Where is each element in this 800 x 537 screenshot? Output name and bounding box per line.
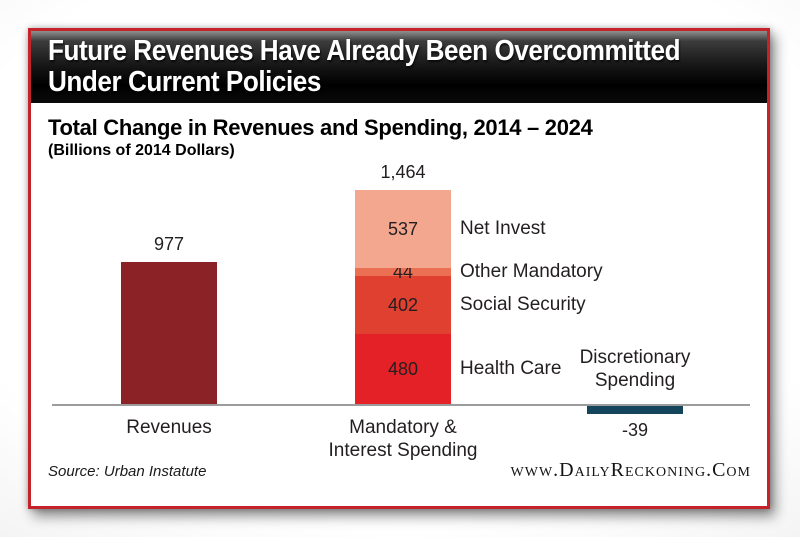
segment-label-other-mandatory: Other Mandatory	[460, 261, 603, 282]
category-label-discretionary-spending: Discretionary Spending	[579, 347, 691, 391]
website-watermark: www.DailyReckoning.Com	[510, 459, 751, 481]
bar-total-label-revenues: 977	[153, 234, 185, 254]
category-label-revenues: Revenues	[126, 417, 212, 438]
bar-segment-health-care	[355, 334, 451, 404]
header-bar: Future Revenues Have Already Been Overco…	[31, 31, 767, 103]
source-note: Source: Urban Instatute	[48, 463, 207, 480]
bar-segment-net-invest	[355, 190, 451, 268]
bar-segment-social-security	[355, 276, 451, 334]
segment-value-net-invest: 537	[387, 219, 419, 239]
bar-total-label-discretionary-spending: -39	[621, 420, 648, 440]
bar-discretionary-spending	[587, 406, 683, 414]
segment-value-social-security: 402	[387, 295, 419, 315]
header-title-line-2: Under Current Policies	[48, 66, 321, 98]
chart-card: Future Revenues Have Already Been Overco…	[28, 28, 770, 509]
category-label-mandatory-interest-spending: Mandatory & Interest Spending	[328, 417, 478, 461]
bar-revenues	[121, 262, 217, 404]
chart-title: Total Change in Revenues and Spending, 2…	[48, 115, 593, 140]
plot-area: 977 Revenues 480 Health Care 402 Social Secur…	[31, 31, 767, 506]
segment-label-health-care: Health Care	[460, 358, 562, 379]
header-title: Future Revenues Have Already Been Overco…	[48, 35, 681, 98]
chart-subtitle: (Billions of 2014 Dollars)	[48, 142, 235, 159]
bar-segment-other-mandatory	[355, 268, 451, 276]
bar-total-label-mandatory-interest-spending: 1,464	[380, 162, 426, 182]
x-axis-line	[52, 404, 750, 406]
segment-value-health-care: 480	[387, 359, 419, 379]
segment-label-net-invest: Net Invest	[460, 218, 546, 239]
header-title-line-1: Future Revenues Have Already Been Overco…	[48, 35, 681, 67]
segment-label-social-security: Social Security	[460, 294, 586, 315]
